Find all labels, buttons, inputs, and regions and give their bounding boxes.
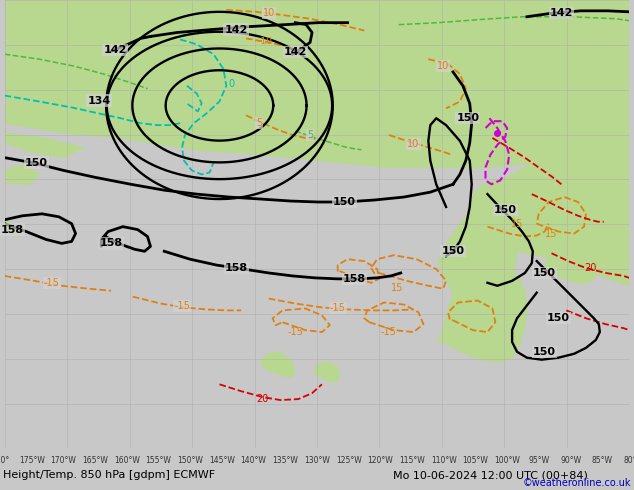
Text: 158: 158 [343,274,366,284]
Polygon shape [314,362,340,381]
Text: -15: -15 [287,327,303,337]
Text: -15: -15 [174,301,190,312]
Text: 5: 5 [256,118,262,128]
Polygon shape [4,165,39,184]
Text: 85°W: 85°W [592,456,613,465]
Text: 15: 15 [511,219,523,229]
Text: 150°W: 150°W [178,456,203,465]
Text: 134: 134 [87,96,110,105]
Text: ~10: ~10 [254,37,273,46]
Text: 10: 10 [437,61,450,71]
Text: ©weatheronline.co.uk: ©weatheronline.co.uk [522,478,631,488]
Text: 142: 142 [224,24,248,35]
Text: 175°W: 175°W [19,456,44,465]
Text: 158: 158 [224,263,248,273]
Polygon shape [4,0,630,168]
Polygon shape [468,177,571,247]
Polygon shape [438,259,527,362]
Text: 140°W: 140°W [241,456,266,465]
Text: 20: 20 [585,263,597,273]
Text: 155°W: 155°W [146,456,171,465]
Text: Mo 10-06-2024 12:00 UTC (00+84): Mo 10-06-2024 12:00 UTC (00+84) [393,470,588,480]
Polygon shape [4,220,20,237]
Text: -15: -15 [381,327,397,337]
Text: 180°: 180° [0,456,9,465]
Text: -15: -15 [44,278,60,288]
Text: 0: 0 [228,79,235,89]
Text: 15: 15 [391,283,403,293]
Text: 150: 150 [333,197,356,207]
Text: 135°W: 135°W [273,456,298,465]
Text: 150: 150 [547,313,570,323]
Text: 150: 150 [25,158,48,168]
Text: -15: -15 [330,303,346,314]
Text: Height/Temp. 850 hPa [gdpm] ECMWF: Height/Temp. 850 hPa [gdpm] ECMWF [3,470,216,480]
Text: 95°W: 95°W [528,456,550,465]
Text: 150: 150 [533,268,556,278]
Text: 142: 142 [550,8,573,18]
Polygon shape [438,133,630,345]
Text: 105°W: 105°W [463,456,488,465]
Text: 5: 5 [307,130,313,140]
Text: 90°W: 90°W [560,456,581,465]
Polygon shape [261,352,295,377]
Text: 80°W: 80°W [623,456,634,465]
Text: 150: 150 [533,347,556,357]
Text: 10: 10 [408,139,420,149]
Text: 20: 20 [257,394,269,404]
Text: 100°W: 100°W [495,456,520,465]
Polygon shape [4,133,84,158]
Text: 115°W: 115°W [399,456,425,465]
Text: 142: 142 [103,45,127,55]
Text: 165°W: 165°W [82,456,108,465]
Text: 110°W: 110°W [431,456,456,465]
Text: 170°W: 170°W [51,456,76,465]
Text: 142: 142 [283,47,307,57]
Text: 150: 150 [494,205,517,215]
Text: 120°W: 120°W [368,456,393,465]
Text: 15: 15 [545,228,558,239]
Text: 160°W: 160°W [114,456,139,465]
Text: 130°W: 130°W [304,456,330,465]
Text: 10: 10 [262,8,275,18]
Text: 150: 150 [456,113,479,123]
Text: 145°W: 145°W [209,456,235,465]
Polygon shape [545,249,596,283]
Text: 158: 158 [100,239,122,248]
Text: 125°W: 125°W [336,456,361,465]
Text: 158: 158 [1,224,24,235]
Text: 150: 150 [441,246,465,256]
